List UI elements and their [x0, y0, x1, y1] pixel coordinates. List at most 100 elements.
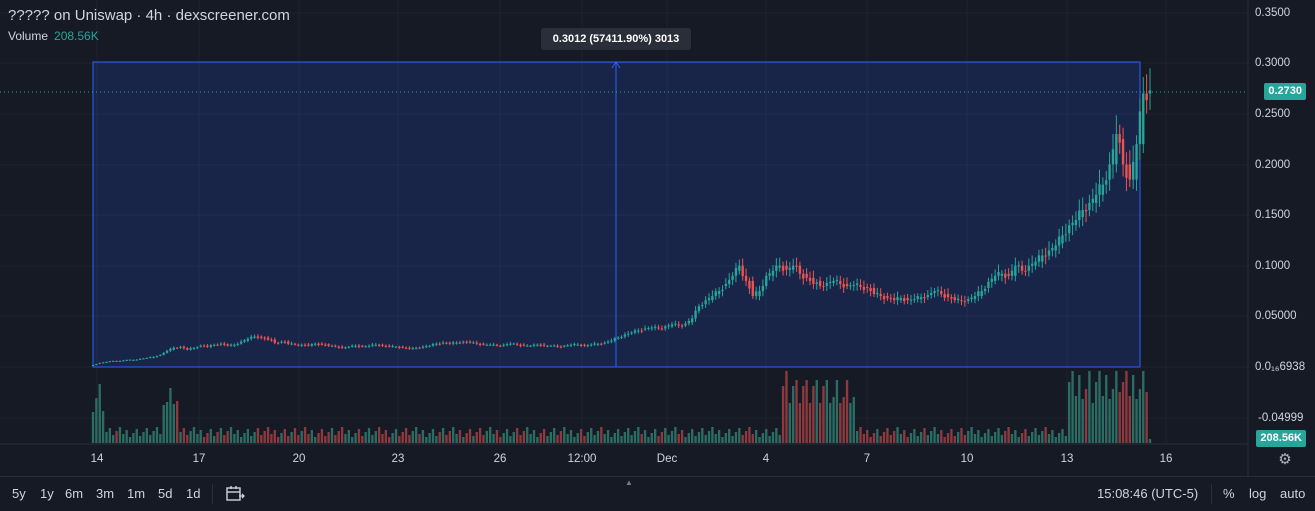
- timeframe-6m[interactable]: 6m: [65, 486, 84, 501]
- candle-body: [1051, 247, 1054, 251]
- volume-bar: [418, 434, 421, 443]
- candle-body: [869, 287, 872, 292]
- candle-body: [179, 346, 182, 348]
- volume-bar: [1020, 433, 1024, 443]
- percent-toggle[interactable]: %: [1223, 486, 1235, 501]
- volume-bar: [95, 398, 98, 443]
- candle-body: [421, 346, 425, 348]
- candle-body: [579, 344, 583, 346]
- candle-body: [670, 324, 674, 327]
- candle-body: [919, 297, 923, 300]
- volume-bar: [630, 435, 633, 443]
- volume-bar: [741, 435, 744, 443]
- candle-body: [165, 350, 169, 353]
- volume-bar: [192, 427, 196, 443]
- candle-body: [270, 339, 273, 341]
- volume-bar: [670, 431, 674, 443]
- log-toggle[interactable]: log: [1249, 486, 1267, 501]
- candle-body: [590, 344, 593, 346]
- volume-label: Volume: [8, 29, 49, 43]
- chevron-up-icon[interactable]: ▲: [625, 478, 633, 487]
- candle-body: [1074, 220, 1078, 226]
- candle-body: [882, 296, 886, 300]
- candle-body: [515, 343, 519, 345]
- candle-body: [606, 341, 610, 343]
- volume-bar: [963, 435, 967, 443]
- candle-body: [489, 344, 492, 346]
- candle-body: [263, 337, 266, 339]
- candle-body: [344, 347, 347, 349]
- volume-bar: [1031, 432, 1034, 443]
- candle-body: [889, 298, 892, 300]
- volume-bar: [1007, 427, 1010, 443]
- gear-icon[interactable]: ⚙: [1278, 451, 1292, 468]
- volume-bar: [502, 433, 505, 443]
- volume-bar: [687, 433, 691, 443]
- candle-body: [748, 280, 751, 289]
- candle-body: [792, 265, 795, 270]
- timeframe-5d[interactable]: 5d: [158, 486, 173, 501]
- timeframe-1m[interactable]: 1m: [127, 486, 146, 501]
- volume-bar: [936, 434, 940, 443]
- volume-bar: [320, 429, 324, 443]
- candle-body: [717, 291, 721, 295]
- candle-body: [664, 326, 667, 329]
- volume-bar: [653, 429, 657, 443]
- candle-body: [145, 357, 149, 359]
- candle-body: [482, 343, 485, 345]
- volume-bar: [529, 434, 532, 443]
- candle-body: [896, 297, 899, 301]
- candle-body: [152, 356, 155, 358]
- clock-timezone[interactable]: 15:08:46 (UTC-5): [1097, 486, 1199, 501]
- time-tick: Dec: [656, 453, 678, 465]
- volume-bar: [849, 403, 852, 443]
- candle-body: [472, 342, 475, 344]
- volume-bar: [620, 436, 623, 443]
- candle-body: [202, 345, 206, 347]
- volume-bar: [1024, 429, 1027, 443]
- volume-bar: [993, 432, 997, 443]
- candle-body: [980, 291, 983, 297]
- volume-bar: [515, 428, 519, 443]
- candle-body: [724, 283, 728, 286]
- volume-bar: [179, 432, 182, 443]
- candle-body: [653, 326, 657, 328]
- current-price-tag: 0.2730: [1264, 83, 1306, 100]
- volume-bar: [482, 435, 485, 443]
- candle-body: [923, 297, 926, 299]
- auto-toggle[interactable]: auto: [1280, 486, 1306, 501]
- calendar-range-icon[interactable]: [225, 484, 245, 504]
- volume-bar: [414, 427, 418, 443]
- volume-bar: [495, 430, 499, 443]
- timeframe-5y[interactable]: 5y: [12, 486, 26, 501]
- candle-body: [172, 347, 175, 350]
- volume-bar: [714, 434, 717, 443]
- volume-bar: [674, 427, 677, 443]
- volume-bar: [754, 430, 758, 443]
- candle-body: [832, 280, 835, 283]
- volume-bar: [478, 428, 482, 443]
- volume-bar: [579, 429, 583, 443]
- volume-bar: [987, 429, 990, 443]
- volume-bar: [112, 435, 115, 443]
- timeframe-1d[interactable]: 1d: [186, 486, 201, 501]
- volume-bar: [1068, 382, 1071, 443]
- volume-bar: [950, 429, 953, 443]
- candle-body: [916, 296, 919, 300]
- volume-bar: [280, 433, 283, 443]
- volume-bar: [946, 433, 950, 443]
- candle-body: [815, 282, 818, 284]
- candle-body: [391, 346, 394, 348]
- candle-body: [1061, 235, 1064, 244]
- volume-bar: [324, 436, 327, 443]
- timeframe-1y[interactable]: 1y: [40, 486, 54, 501]
- candle-body: [926, 295, 930, 298]
- candle-body: [256, 336, 260, 339]
- timeframe-3m[interactable]: 3m: [96, 486, 115, 501]
- candle-body: [805, 273, 808, 278]
- candle-body: [1115, 134, 1118, 165]
- candle-body: [855, 283, 859, 285]
- candle-body: [448, 342, 451, 344]
- volume-bar: [657, 436, 660, 443]
- volume-bar: [1131, 375, 1135, 443]
